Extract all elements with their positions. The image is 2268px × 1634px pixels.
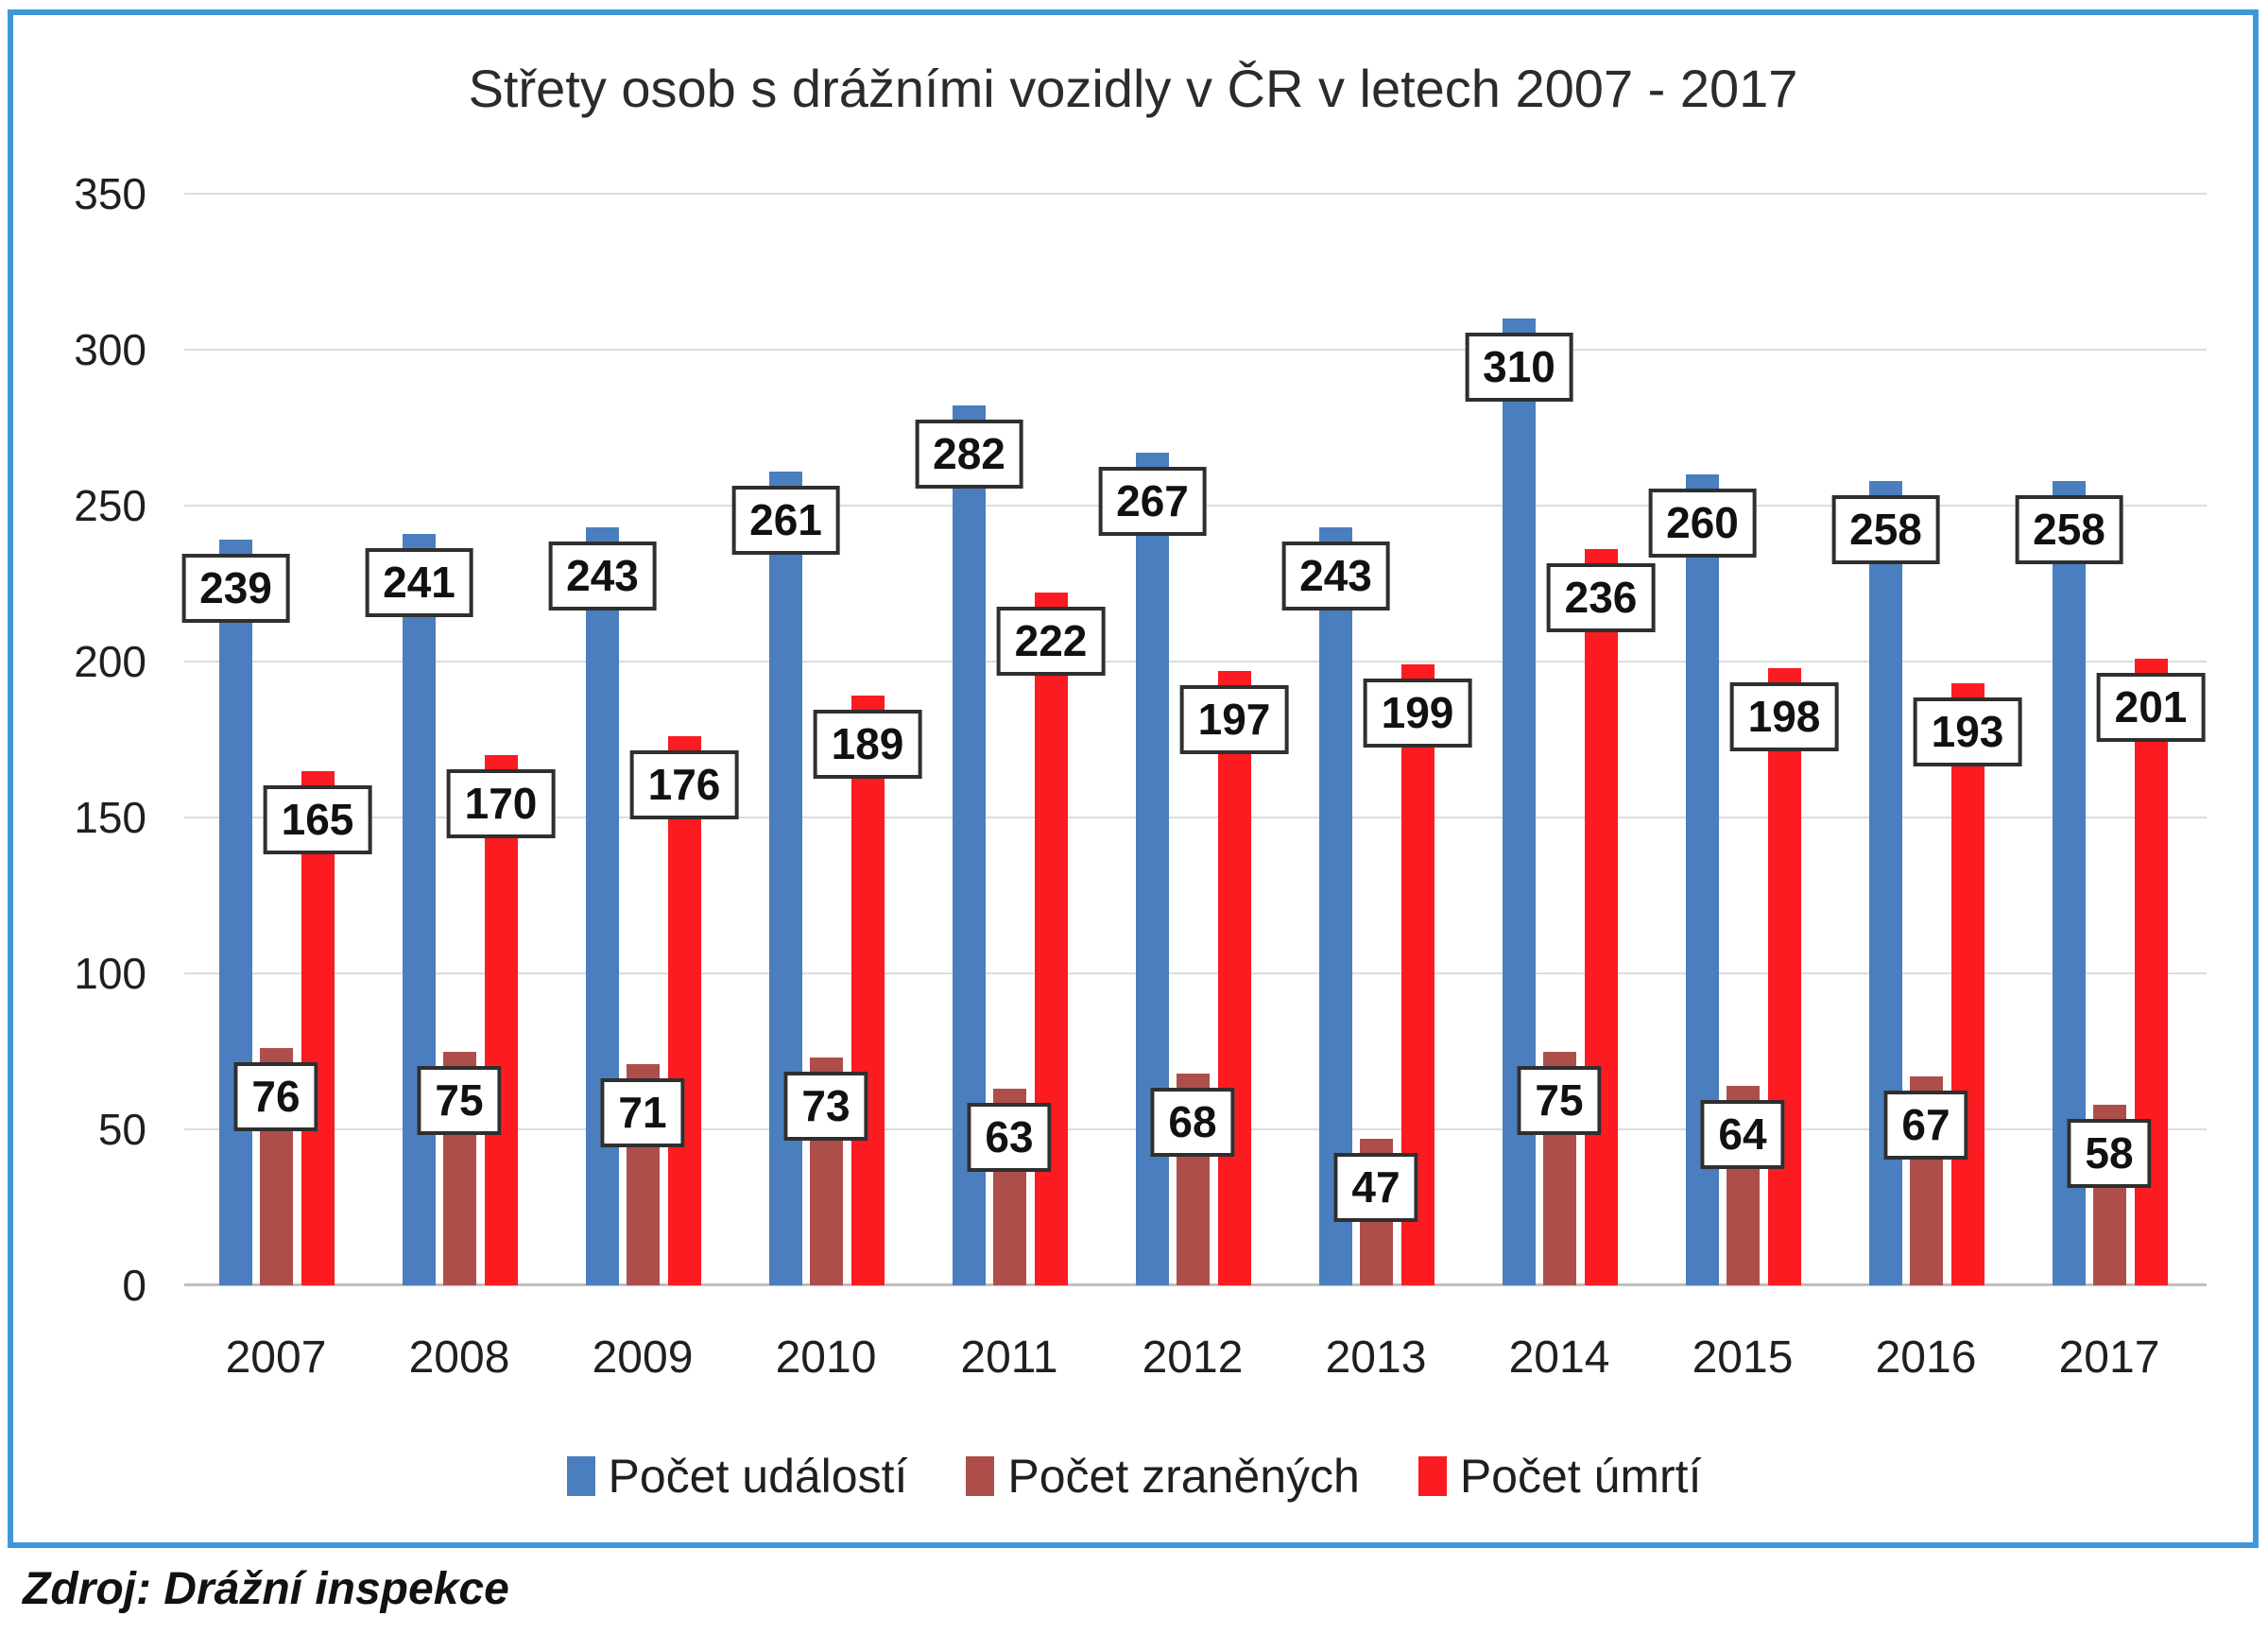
data-label-pocet-udalosti-2007: 239 <box>181 554 290 624</box>
gridline-200 <box>184 661 2207 662</box>
bar-pocet-umrti-2017 <box>2134 658 2168 1285</box>
y-axis-label-250: 250 <box>74 481 146 530</box>
data-label-pocet-umrti-2011: 222 <box>996 607 1106 677</box>
x-axis-label-2014: 2014 <box>1508 1333 1610 1383</box>
y-axis-label-0: 0 <box>122 1261 146 1310</box>
data-label-pocet-umrti-2016: 193 <box>1913 697 2022 767</box>
bar-pocet-umrti-2016 <box>1950 683 1984 1285</box>
x-axis-label-2012: 2012 <box>1142 1333 1244 1383</box>
data-label-pocet-zranenych-2008: 75 <box>417 1065 502 1135</box>
bar-pocet-umrti-2014 <box>1584 549 1618 1285</box>
legend-swatch-pocet-umrti <box>1418 1456 1447 1496</box>
data-label-pocet-umrti-2007: 165 <box>263 784 372 854</box>
data-label-pocet-udalosti-2014: 310 <box>1465 333 1573 402</box>
data-label-pocet-zranenych-2017: 58 <box>2067 1118 2152 1188</box>
data-label-pocet-zranenych-2013: 47 <box>1333 1152 1418 1222</box>
y-axis-label-50: 50 <box>97 1105 146 1154</box>
data-label-pocet-udalosti-2011: 282 <box>915 420 1023 490</box>
gridline-300 <box>184 349 2207 351</box>
bar-pocet-udalosti-2010 <box>769 471 802 1285</box>
data-label-pocet-zranenych-2009: 71 <box>600 1077 685 1147</box>
bar-pocet-umrti-2011 <box>1034 593 1068 1285</box>
legend-label-pocet-umrti: Počet úmrtí <box>1459 1450 1702 1503</box>
y-axis-label-150: 150 <box>74 793 146 842</box>
x-axis-label-2007: 2007 <box>225 1333 327 1383</box>
bar-pocet-umrti-2012 <box>1217 670 1251 1285</box>
bar-pocet-umrti-2009 <box>667 736 701 1285</box>
data-label-pocet-udalosti-2012: 267 <box>1098 466 1207 536</box>
y-axis-label-350: 350 <box>74 169 146 218</box>
x-axis-label-2015: 2015 <box>1692 1333 1794 1383</box>
legend: Počet událostí Počet zraněných Počet úmrtí <box>0 1450 2268 1503</box>
data-label-pocet-udalosti-2016: 258 <box>1831 494 1940 564</box>
bar-pocet-udalosti-2012 <box>1136 452 1169 1285</box>
x-axis-label-2011: 2011 <box>960 1333 1058 1383</box>
data-label-pocet-udalosti-2013: 243 <box>1281 542 1390 611</box>
x-axis-label-2010: 2010 <box>775 1333 877 1383</box>
gridline-100 <box>184 972 2207 974</box>
legend-label-pocet-udalosti: Počet událostí <box>608 1450 908 1503</box>
legend-swatch-pocet-zranenych <box>966 1456 995 1496</box>
data-label-pocet-umrti-2008: 170 <box>446 769 556 838</box>
x-axis-label-2013: 2013 <box>1325 1333 1427 1383</box>
y-axis-label-300: 300 <box>74 325 146 374</box>
data-label-pocet-udalosti-2008: 241 <box>365 547 473 617</box>
bar-pocet-umrti-2007 <box>301 770 335 1285</box>
data-label-pocet-umrti-2015: 198 <box>1729 681 1839 751</box>
plot-area: 239 76 165 241 75 170 243 71 176 261 73 189 282 63 222… <box>181 193 2207 1286</box>
chart-title: Střety osob s drážními vozidly v ČR v le… <box>468 59 1798 118</box>
data-label-pocet-udalosti-2015: 260 <box>1648 489 1757 558</box>
x-axis-label-2016: 2016 <box>1875 1333 1977 1383</box>
gridline-350 <box>184 193 2207 195</box>
data-label-pocet-umrti-2013: 199 <box>1363 679 1472 748</box>
gridline-150 <box>184 817 2207 818</box>
bar-pocet-umrti-2008 <box>484 755 518 1285</box>
data-label-pocet-umrti-2010: 189 <box>813 710 922 780</box>
data-label-pocet-umrti-2014: 236 <box>1546 563 1656 633</box>
data-label-pocet-udalosti-2010: 261 <box>731 485 840 555</box>
bar-pocet-udalosti-2008 <box>403 533 436 1285</box>
bar-pocet-udalosti-2016 <box>1869 480 1902 1285</box>
data-label-pocet-zranenych-2011: 63 <box>967 1103 1052 1173</box>
bar-pocet-umrti-2010 <box>850 696 885 1285</box>
bar-pocet-udalosti-2014 <box>1503 318 1536 1285</box>
data-label-pocet-zranenych-2015: 64 <box>1700 1099 1785 1169</box>
legend-swatch-pocet-udalosti <box>566 1456 595 1496</box>
data-label-pocet-umrti-2017: 201 <box>2096 672 2206 742</box>
data-label-pocet-zranenych-2016: 67 <box>1883 1090 1968 1160</box>
bar-pocet-udalosti-2007 <box>219 540 252 1285</box>
bar-pocet-umrti-2015 <box>1767 667 1801 1285</box>
y-axis-label-200: 200 <box>74 637 146 686</box>
data-label-pocet-udalosti-2017: 258 <box>2015 494 2123 564</box>
x-axis-label-2008: 2008 <box>408 1333 510 1383</box>
bar-pocet-udalosti-2009 <box>586 527 619 1285</box>
legend-item-pocet-zranenych: Počet zraněných <box>966 1450 1360 1503</box>
y-axis-label-100: 100 <box>74 949 146 998</box>
legend-item-pocet-umrti: Počet úmrtí <box>1418 1450 1702 1503</box>
x-axis-label-2017: 2017 <box>2058 1333 2160 1383</box>
x-axis-label-2009: 2009 <box>592 1333 694 1383</box>
data-label-pocet-udalosti-2009: 243 <box>548 542 657 611</box>
data-label-pocet-zranenych-2014: 75 <box>1517 1065 1602 1135</box>
legend-label-pocet-zranenych: Počet zraněných <box>1007 1450 1360 1503</box>
data-label-pocet-umrti-2009: 176 <box>629 750 739 820</box>
data-label-pocet-zranenych-2007: 76 <box>233 1062 318 1132</box>
data-label-pocet-zranenych-2010: 73 <box>783 1072 868 1142</box>
data-label-pocet-zranenych-2012: 68 <box>1150 1087 1235 1157</box>
legend-item-pocet-udalosti: Počet událostí <box>566 1450 908 1503</box>
source-note: Zdroj: Drážní inspekce <box>23 1564 509 1614</box>
data-label-pocet-umrti-2012: 197 <box>1179 684 1289 754</box>
